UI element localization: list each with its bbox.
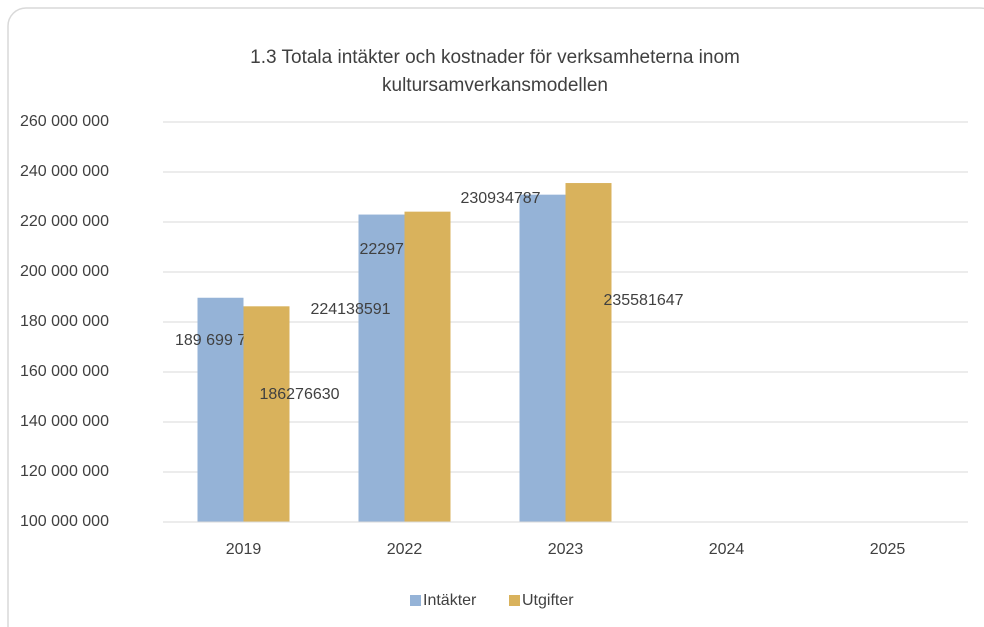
y-tick-label: 240 000 000 — [20, 163, 109, 180]
legend-label: Intäkter — [423, 592, 477, 609]
y-tick-label: 220 000 000 — [20, 213, 109, 230]
y-tick-label: 120 000 000 — [20, 463, 109, 480]
chart-title: 1.3 Totala intäkter och kostnader för ve… — [250, 47, 740, 68]
x-tick-label: 2022 — [387, 541, 423, 558]
x-tick-label: 2019 — [226, 541, 262, 558]
data-label: 189 699 715 — [175, 332, 264, 349]
y-tick-label: 260 000 000 — [20, 113, 109, 130]
y-tick-label: 100 000 000 — [20, 513, 109, 530]
y-tick-label: 200 000 000 — [20, 263, 109, 280]
data-label: 235581647 — [603, 292, 683, 309]
bar — [197, 297, 244, 522]
x-tick-label: 2025 — [870, 541, 906, 558]
legend-swatch — [509, 595, 520, 606]
chart-frame — [7, 7, 984, 627]
x-tick-label: 2024 — [709, 541, 745, 558]
data-label: 224138591 — [310, 301, 390, 318]
bar — [404, 211, 451, 523]
y-tick-label: 160 000 000 — [20, 363, 109, 380]
bar — [519, 194, 566, 522]
bar — [243, 306, 290, 522]
x-tick-label: 2023 — [548, 541, 584, 558]
y-tick-label: 140 000 000 — [20, 413, 109, 430]
legend-label: Utgifter — [522, 592, 574, 609]
y-tick-label: 180 000 000 — [20, 313, 109, 330]
bar — [358, 214, 405, 523]
chart-title: kultursamverkansmodellen — [382, 75, 608, 96]
data-label: 230934787 — [460, 190, 540, 207]
legend-swatch — [410, 595, 421, 606]
data-label: 186276630 — [259, 386, 339, 403]
bar — [565, 183, 612, 522]
